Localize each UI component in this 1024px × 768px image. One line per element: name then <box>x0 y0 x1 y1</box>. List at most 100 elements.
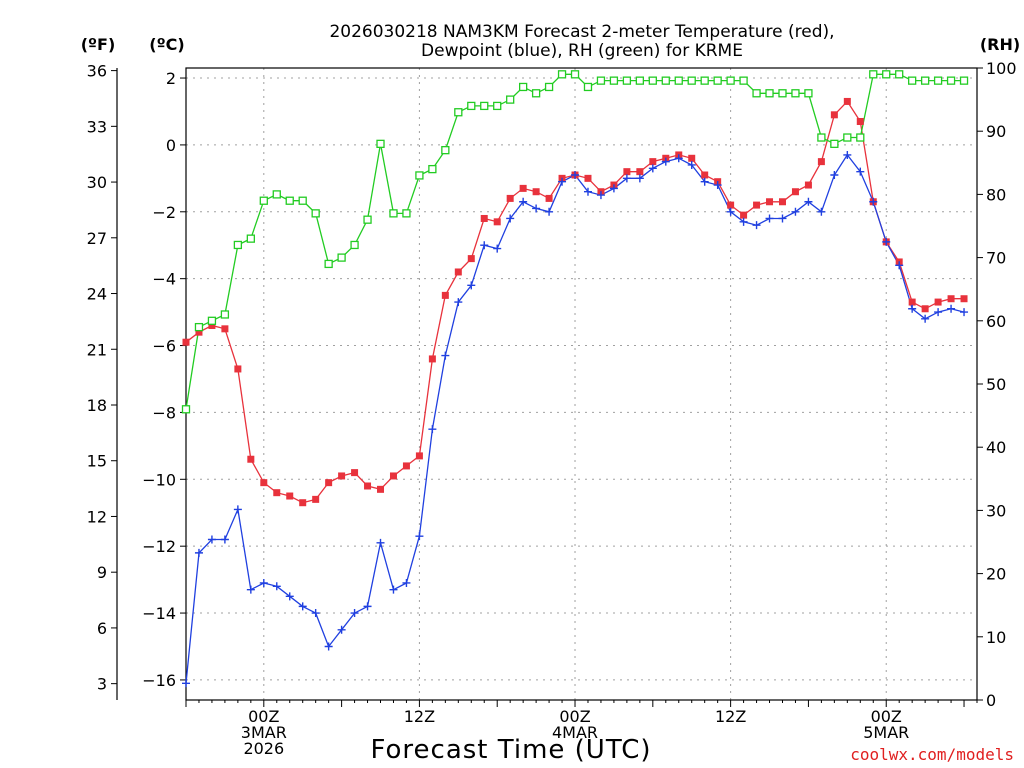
rh-point <box>778 89 787 98</box>
temperature-point <box>623 168 631 176</box>
dewpoint-point <box>298 602 307 611</box>
celsius-tick-label: −12 <box>142 537 176 556</box>
dewpoint-point <box>765 214 774 223</box>
temperature-point <box>325 479 333 487</box>
rh-point <box>233 240 243 250</box>
rh-tick-label: 10 <box>986 628 1006 647</box>
x-axis-label: Forecast Time (UTC) <box>370 735 651 765</box>
dewpoint-point <box>778 214 787 223</box>
x-tick-label: 3MAR <box>241 723 287 742</box>
dewpoint-point <box>804 197 813 206</box>
temperature-point <box>299 499 307 507</box>
dewpoint-point <box>921 314 930 323</box>
rh-point <box>570 70 580 79</box>
temperature-point <box>428 355 436 363</box>
rh-point <box>933 76 943 85</box>
dewpoint-point <box>441 351 450 360</box>
temperature-point <box>766 198 774 206</box>
temperature-point <box>856 118 864 126</box>
celsius-tick-label: 2 <box>166 69 176 88</box>
temperature-point <box>804 181 812 189</box>
rh-point <box>882 70 891 79</box>
celsius-tick-label: −8 <box>152 403 176 422</box>
fahrenheit-tick-label: 24 <box>87 285 107 304</box>
dewpoint-point <box>376 538 385 547</box>
rh-point <box>454 108 463 117</box>
temperature-point <box>545 194 553 202</box>
x-tick-label: 4MAR <box>552 723 598 742</box>
fahrenheit-tick-label: 36 <box>87 62 107 81</box>
rh-point <box>648 76 657 85</box>
rh-point <box>246 234 255 243</box>
rh-point <box>259 196 268 205</box>
dewpoint-point <box>428 425 437 434</box>
x-tick-label: 00Z <box>248 707 279 726</box>
celsius-tick-label: −10 <box>142 470 176 489</box>
rh-tick-label: 90 <box>986 122 1006 141</box>
temperature-point <box>377 485 385 493</box>
dewpoint-point <box>947 304 956 313</box>
fahrenheit-unit-label: (ºF) <box>81 35 116 54</box>
temperature-point <box>247 455 255 463</box>
temperature-point <box>312 495 320 503</box>
temperature-point <box>234 365 242 373</box>
rh-point <box>765 89 774 98</box>
fahrenheit-tick-label: 21 <box>87 340 107 359</box>
rh-point <box>311 209 320 218</box>
temperature-point <box>480 214 488 222</box>
dewpoint-point <box>259 578 268 587</box>
rh-tick-label: 80 <box>986 185 1006 204</box>
dewpoint-point <box>324 642 333 651</box>
temperature-point <box>441 291 449 299</box>
dewpoint-point <box>687 160 696 169</box>
rh-point <box>609 76 619 85</box>
grid-lines <box>186 68 977 700</box>
rh-tick-label: 40 <box>986 438 1006 457</box>
dewpoint-point <box>493 244 502 253</box>
dewpoint-point <box>363 602 372 611</box>
rh-point <box>324 259 333 269</box>
fahrenheit-tick-label: 18 <box>87 396 107 415</box>
temperature-point <box>701 171 709 179</box>
temperature-point <box>947 295 955 303</box>
temperature-point <box>753 201 761 209</box>
rh-point <box>726 76 735 85</box>
data-series <box>185 73 965 684</box>
dewpoint-point <box>700 177 709 186</box>
dewpoint-point <box>661 157 670 166</box>
rh-tick-label: 0 <box>986 691 996 710</box>
temperature-point <box>351 469 359 477</box>
celsius-tick-label: −4 <box>152 270 176 289</box>
dewpoint-point <box>843 150 852 159</box>
temperature-point <box>364 482 372 490</box>
rh-point <box>622 76 632 85</box>
temperature-point <box>740 211 748 219</box>
rh-point <box>830 139 839 148</box>
dewpoint-point <box>713 181 722 190</box>
celsius-tick-label: −6 <box>152 337 176 356</box>
rh-point <box>856 133 865 142</box>
temperature-point <box>688 154 696 162</box>
dewpoint-point <box>622 174 631 183</box>
rh-tick-label: 20 <box>986 565 1006 584</box>
data-markers <box>181 70 969 688</box>
dewpoint-point <box>558 177 567 186</box>
dewpoint-point <box>415 532 424 541</box>
temperature-point <box>208 321 216 329</box>
rh-point <box>181 405 191 414</box>
rh-point <box>946 76 956 85</box>
dewpoint-point <box>389 585 398 594</box>
dewpoint-point <box>350 609 359 618</box>
fahrenheit-tick-label: 15 <box>87 452 107 471</box>
rh-point <box>402 209 411 218</box>
dewpoint-point <box>402 578 411 587</box>
temperature-point <box>454 268 462 276</box>
rh-point <box>363 215 372 224</box>
rh-point <box>687 76 696 85</box>
rh-point <box>531 89 541 98</box>
temperature-point <box>843 97 851 105</box>
rh-tick-label: 50 <box>986 375 1006 394</box>
temperature-point <box>338 472 346 480</box>
rh-point <box>506 95 515 104</box>
temperature-point <box>519 184 527 192</box>
